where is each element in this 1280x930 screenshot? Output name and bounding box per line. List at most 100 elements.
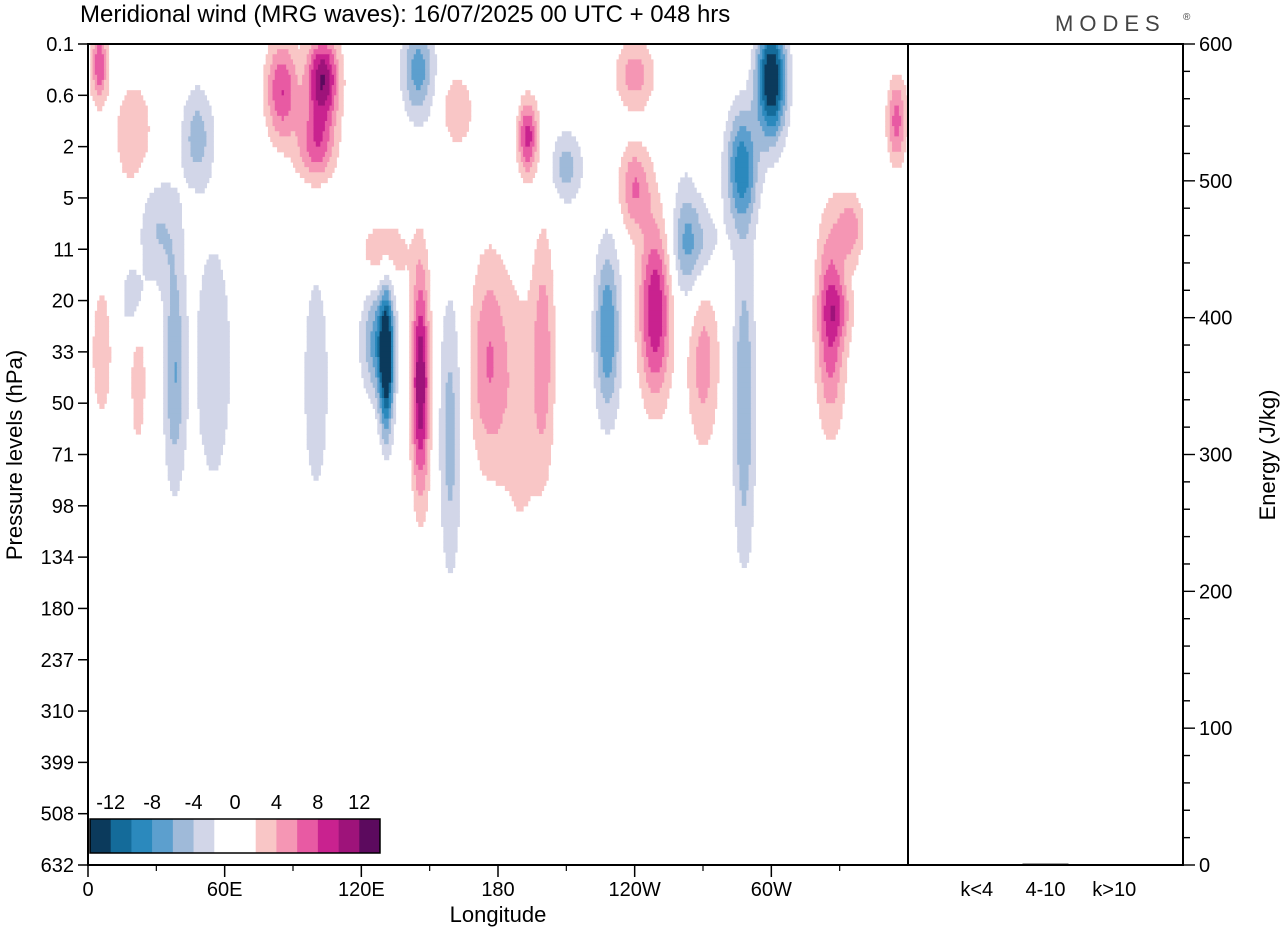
wind-field bbox=[90, 44, 908, 574]
field-cell bbox=[739, 233, 747, 240]
field-cell bbox=[324, 59, 331, 66]
field-cell bbox=[534, 403, 549, 409]
field-cell bbox=[429, 428, 433, 435]
field-cell bbox=[445, 449, 456, 456]
field-cell bbox=[621, 162, 629, 168]
field-cell bbox=[691, 326, 704, 332]
field-cell bbox=[390, 351, 394, 358]
field-cell bbox=[901, 120, 905, 127]
field-cell bbox=[552, 167, 561, 173]
field-cell bbox=[170, 233, 185, 240]
field-cell bbox=[377, 372, 381, 379]
field-cell bbox=[409, 295, 415, 302]
field-cell bbox=[691, 203, 706, 209]
field-cell bbox=[167, 254, 176, 261]
field-cell bbox=[331, 115, 337, 122]
field-cell bbox=[778, 74, 782, 81]
field-cell bbox=[452, 495, 460, 502]
field-cell bbox=[753, 177, 759, 184]
field-cell bbox=[438, 418, 447, 425]
field-cell bbox=[472, 295, 485, 302]
field-cell bbox=[684, 249, 693, 255]
field-cell bbox=[406, 64, 413, 71]
field-cell bbox=[548, 321, 556, 327]
field-cell bbox=[816, 295, 823, 302]
field-cell bbox=[634, 310, 640, 317]
colorbar-tick-label: 12 bbox=[348, 792, 370, 814]
field-cell bbox=[311, 85, 317, 91]
field-cell bbox=[445, 423, 456, 430]
field-cell bbox=[411, 475, 417, 481]
field-cell bbox=[409, 398, 413, 404]
field-cell bbox=[165, 449, 185, 456]
field-cell bbox=[416, 367, 426, 373]
y-tick-label: 0.6 bbox=[46, 85, 74, 107]
field-cell bbox=[668, 331, 674, 338]
field-cell bbox=[759, 151, 782, 158]
field-cell bbox=[634, 280, 643, 286]
field-cell bbox=[470, 377, 479, 384]
field-cell bbox=[841, 357, 848, 363]
field-cell bbox=[197, 398, 230, 404]
colorbar-swatch bbox=[338, 819, 360, 853]
field-cell bbox=[170, 428, 180, 435]
field-cell bbox=[778, 136, 786, 143]
field-cell bbox=[381, 326, 390, 332]
field-cell bbox=[536, 136, 540, 143]
field-cell bbox=[379, 403, 383, 409]
field-cell bbox=[393, 310, 399, 317]
field-cell bbox=[844, 280, 852, 286]
field-cell bbox=[664, 351, 670, 358]
field-cell bbox=[507, 346, 536, 353]
field-cell bbox=[507, 341, 536, 348]
field-cell bbox=[611, 367, 618, 373]
field-cell bbox=[493, 362, 508, 368]
field-cell bbox=[734, 197, 752, 204]
field-cell bbox=[306, 54, 312, 60]
field-cell bbox=[183, 172, 212, 179]
field-cell bbox=[504, 408, 536, 415]
field-cell bbox=[823, 392, 838, 399]
field-cell bbox=[691, 331, 702, 338]
field-cell bbox=[764, 64, 779, 71]
field-cell bbox=[611, 290, 618, 297]
field-cell bbox=[413, 285, 426, 291]
field-cell bbox=[668, 321, 674, 327]
field-cell bbox=[600, 321, 615, 327]
field-cell bbox=[730, 162, 736, 168]
field-cell bbox=[267, 85, 274, 91]
field-cell bbox=[753, 203, 761, 209]
field-cell bbox=[413, 459, 417, 466]
field-cell bbox=[659, 228, 665, 235]
field-cell bbox=[174, 372, 178, 379]
field-cell bbox=[304, 367, 328, 373]
field-cell bbox=[732, 382, 738, 389]
field-cell bbox=[855, 238, 864, 245]
field-cell bbox=[470, 357, 479, 363]
field-cell bbox=[438, 459, 447, 466]
field-cell bbox=[730, 167, 736, 173]
field-cell bbox=[826, 362, 836, 368]
field-cell bbox=[263, 100, 269, 107]
field-cell bbox=[507, 367, 536, 373]
field-cell bbox=[413, 490, 419, 497]
field-cell bbox=[470, 326, 479, 332]
field-cell bbox=[668, 341, 674, 348]
field-cell bbox=[427, 290, 431, 297]
field-cell bbox=[636, 156, 652, 163]
field-cell bbox=[179, 310, 187, 317]
field-cell bbox=[689, 408, 715, 415]
field-cell bbox=[634, 331, 643, 338]
field-cell bbox=[853, 244, 864, 250]
field-cell bbox=[411, 413, 415, 420]
field-cell bbox=[482, 300, 499, 307]
field-cell bbox=[454, 444, 460, 450]
field-cell bbox=[648, 259, 663, 266]
field-cell bbox=[416, 326, 426, 332]
field-cell bbox=[334, 44, 342, 50]
field-cell bbox=[94, 44, 98, 50]
field-cell bbox=[311, 95, 317, 102]
field-cell bbox=[92, 64, 96, 71]
field-cell bbox=[372, 382, 378, 389]
field-cell bbox=[299, 172, 333, 179]
